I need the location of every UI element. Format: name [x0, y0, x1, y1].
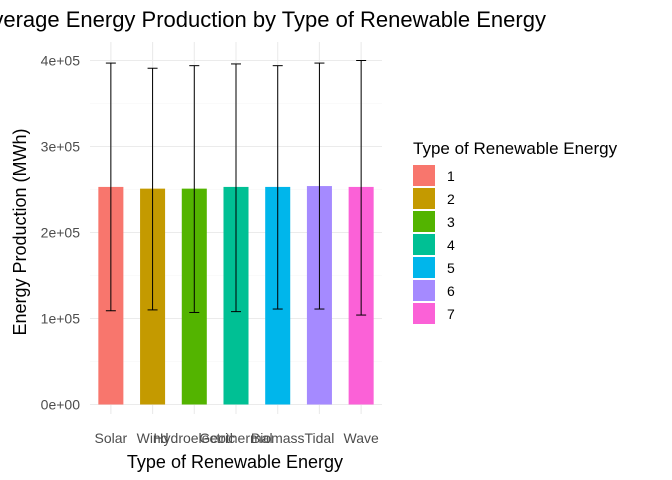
error-bar: [356, 60, 367, 316]
chart-title: Average Energy Production by Type of Ren…: [0, 7, 546, 32]
legend-key: [413, 211, 435, 232]
error-bar: [231, 63, 241, 313]
y-tick-label: 2e+05: [41, 225, 81, 241]
x-tick-label: Solar: [95, 430, 128, 446]
legend-label: 4: [447, 237, 455, 253]
legend-key: [413, 280, 435, 301]
legend-label: 5: [447, 260, 455, 276]
x-tick-label: Geothermal: [199, 430, 272, 446]
y-axis-title: Energy Production (MWh): [10, 128, 30, 335]
y-tick-label: 3e+05: [41, 139, 81, 155]
x-tick-label: Tidal: [305, 430, 335, 446]
legend-key: [413, 234, 435, 255]
y-tick-label: 0e+00: [41, 397, 81, 413]
legend-title: Type of Renewable Energy: [413, 139, 618, 158]
error-bar: [147, 67, 158, 311]
legend-label: 6: [447, 283, 455, 299]
x-tick-label: Biomass: [251, 430, 305, 446]
legend-label: 1: [447, 168, 455, 184]
legend: Type of Renewable Energy 1 2 3 4 5 6 7: [413, 139, 618, 324]
legend-key: [413, 257, 435, 278]
x-tick-label: Wind: [137, 430, 169, 446]
x-axis-title: Type of Renewable Energy: [127, 452, 343, 472]
error-bar: [189, 65, 200, 313]
y-tick-label: 1e+05: [41, 311, 81, 327]
legend-key: [413, 303, 435, 324]
y-axis-ticks: 0e+00 1e+05 2e+05 3e+05 4e+05: [41, 53, 81, 413]
error-bar: [272, 65, 283, 310]
error-bar: [314, 62, 325, 310]
error-bars: [105, 60, 367, 316]
legend-label: 7: [447, 306, 455, 322]
legend-label: 3: [447, 214, 455, 230]
error-bar: [105, 62, 116, 312]
x-tick-label: Wave: [344, 430, 379, 446]
x-tick-label: Hydroelectric: [153, 430, 235, 446]
y-tick-label: 4e+05: [41, 53, 81, 69]
legend-key: [413, 165, 435, 186]
legend-key: [413, 188, 435, 209]
legend-label: 2: [447, 191, 455, 207]
